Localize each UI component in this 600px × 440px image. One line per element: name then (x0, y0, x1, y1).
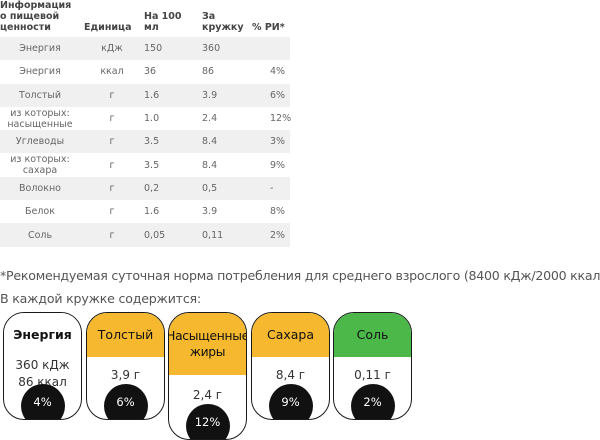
table-row: Волокно г 0,2 0,5 - (0, 176, 290, 201)
sugars-ri-badge: 9% (268, 384, 313, 419)
per-mug-value: 3.9 (202, 206, 218, 218)
header-ri: % РИ* (252, 22, 285, 33)
nutrient-name: из которых: насыщенные (7, 107, 73, 130)
fat-value: 3,9 г (110, 368, 141, 382)
salt-card: Соль 0,11 г 2% (333, 312, 412, 420)
per-mug-value: 86 (202, 66, 215, 78)
nutrition-table: Информация о пищевой ценности Единица На… (0, 0, 292, 247)
header-info: Информация о пищевой ценности (0, 0, 72, 33)
energy-card: Энергия 360 кДж 86 ккал 4% (3, 312, 82, 420)
table-row: Белок г 1.6 3.9 8% (0, 200, 290, 224)
ri-value: - (270, 182, 274, 194)
energy-kj-value: 360 кДж (15, 358, 70, 372)
table-row: из которых: сахара г 3.5 8.4 9% (0, 153, 290, 177)
header-per-mug: За кружку (202, 11, 244, 33)
per-mug-label: В каждой кружке содержится: (0, 291, 201, 306)
ri-value: 2% (270, 229, 286, 241)
ri-footnote: *Рекомендуемая суточная норма потреблени… (0, 268, 600, 283)
fat-ri-badge: 6% (103, 384, 148, 419)
ri-value: 3% (270, 136, 286, 148)
per-mug-value: 2.4 (202, 113, 218, 125)
salt-ri-badge: 2% (350, 384, 395, 419)
per-100ml-value: 1.0 (144, 113, 160, 125)
ri-value: 4% (270, 66, 286, 78)
saturated-fat-card: Насыщенные жиры 2,4 г 12% (168, 312, 247, 440)
saturated-fat-value: 2,4 г (192, 388, 223, 402)
table-row: Углеводы г 3.5 8.4 3% (0, 130, 290, 154)
table-row: из которых: насыщенные г 1.0 2.4 12% (0, 106, 292, 131)
per-mug-value: 8.4 (202, 136, 218, 148)
table-row: Соль г 0,05 0,11 2% (0, 223, 290, 247)
ri-value: 12% (270, 113, 292, 125)
nutrient-unit: г (109, 206, 115, 218)
table-row: Энергия кДж 150 360 (0, 37, 290, 61)
nutrient-unit: ккал (100, 66, 124, 78)
saturated-fat-card-title: Насыщенные жиры (169, 313, 246, 375)
nutrient-unit: г (109, 182, 115, 194)
nutrient-name: Энергия (19, 43, 61, 55)
ri-value (248, 37, 290, 60)
nutrient-name: из которых: сахара (10, 154, 70, 177)
energy-card-title: Энергия (4, 313, 81, 357)
energy-kcal-value: 86 ккал (18, 375, 67, 389)
nutrient-unit: г (109, 229, 115, 241)
nutrient-name: Волокно (19, 182, 61, 194)
nutrient-unit: г (109, 113, 115, 125)
nutrient-unit: кДж (101, 43, 123, 55)
sugars-value: 8,4 г (275, 368, 306, 382)
per-mug-value: 3.9 (202, 89, 218, 101)
header-per-100ml: На 100 мл (144, 11, 182, 33)
per-mug-value: 8.4 (202, 159, 218, 171)
energy-ri-badge: 4% (20, 384, 65, 419)
table-header-row: Информация о пищевой ценности Единица На… (0, 0, 290, 37)
per-mug-value: 0,11 (202, 229, 224, 241)
per-100ml-value: 36 (144, 66, 157, 78)
ri-value: 6% (270, 89, 286, 101)
ri-value: 9% (270, 159, 286, 171)
saturated-fat-ri-badge: 12% (185, 404, 230, 439)
sugars-card: Сахара 8,4 г 9% (251, 312, 330, 420)
ri-value: 8% (270, 206, 286, 218)
per-100ml-value: 0,05 (144, 229, 166, 241)
per-100ml-value: 1.6 (144, 89, 160, 101)
per-mug-value: 0,5 (202, 182, 218, 194)
nutrient-unit: г (109, 136, 115, 148)
sugars-card-title: Сахара (252, 313, 329, 357)
nutrient-name: Углеводы (15, 136, 65, 148)
nutrient-unit: г (109, 159, 115, 171)
per-100ml-value: 0,2 (144, 182, 160, 194)
per-100ml-value: 3.5 (144, 136, 160, 148)
salt-value: 0,11 г (354, 368, 391, 382)
fat-card-title: Толстый (87, 313, 164, 357)
nutrient-name: Белок (25, 206, 55, 218)
per-100ml-value: 150 (144, 43, 163, 55)
header-unit: Единица (84, 22, 132, 33)
per-mug-value: 360 (202, 43, 221, 55)
nutrient-name: Толстый (18, 89, 62, 101)
nutrient-unit: г (109, 89, 115, 101)
nutrient-name: Энергия (19, 66, 61, 78)
per-100ml-value: 3.5 (144, 159, 160, 171)
per-100ml-value: 1.6 (144, 206, 160, 218)
fat-card: Толстый 3,9 г 6% (86, 312, 165, 420)
nutrient-name: Соль (27, 229, 53, 241)
table-row: Энергия ккал 36 86 4% (0, 60, 290, 84)
table-row: Толстый г 1.6 3.9 6% (0, 83, 290, 107)
salt-card-title: Соль (334, 313, 411, 357)
